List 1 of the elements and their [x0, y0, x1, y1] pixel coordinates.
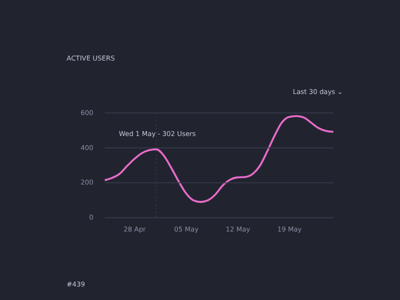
line-series — [104, 115, 334, 203]
